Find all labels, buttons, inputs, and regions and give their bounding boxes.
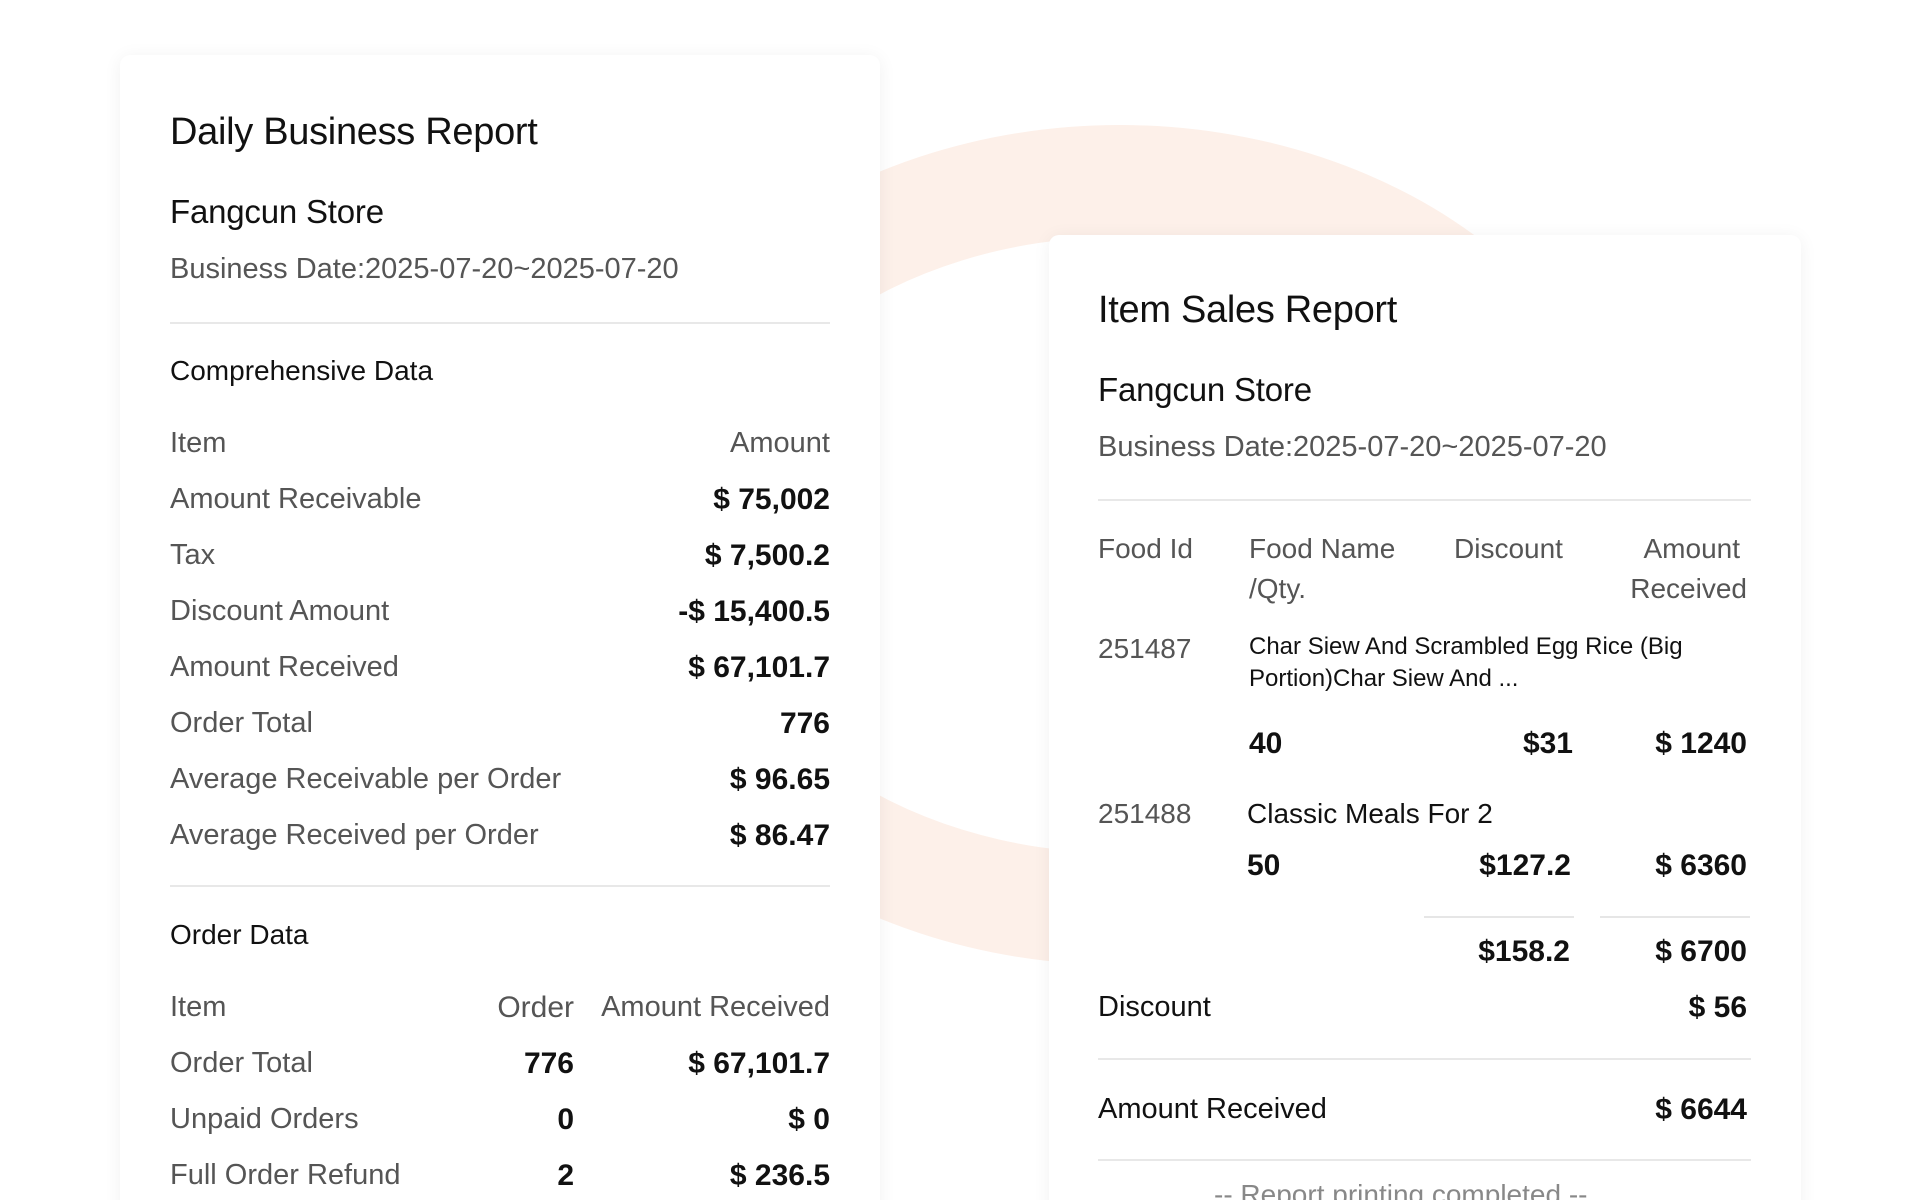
- row-amount: $ 67,101.7: [688, 1047, 830, 1080]
- comprehensive-header-row: Item Amount: [170, 427, 830, 471]
- divider: [1098, 1159, 1751, 1161]
- subtotal-divider: [1424, 916, 1574, 918]
- subtotal-discount: $158.2: [1478, 935, 1570, 968]
- row-value: $ 75,002: [713, 483, 830, 516]
- divider: [170, 885, 830, 887]
- header-amount: Amount: [730, 427, 830, 459]
- table-row: Tax $ 7,500.2: [170, 539, 830, 583]
- daily-business-report-card: Daily Business Report Fangcun Store Busi…: [120, 55, 880, 1200]
- header-amount: Amount: [1643, 533, 1741, 564]
- row-label: Amount Receivable: [170, 483, 422, 515]
- item-qty: 50: [1247, 849, 1281, 882]
- header-food-name: Food Name: [1249, 533, 1396, 564]
- order-header-row: Item Order Amount Received: [170, 991, 830, 1035]
- header-order: Order: [497, 991, 574, 1024]
- report-title: Item Sales Report: [1098, 289, 1398, 331]
- row-value: $ 67,101.7: [688, 651, 830, 684]
- subtotal-amount: $ 6700: [1655, 935, 1747, 968]
- table-row: Full Order Refund 2 $ 236.5: [170, 1159, 830, 1200]
- row-label: Average Received per Order: [170, 819, 539, 851]
- row-value: $ 7,500.2: [704, 539, 830, 572]
- header-discount: Discount: [1454, 533, 1563, 564]
- row-label: Tax: [170, 539, 216, 571]
- subtotal-divider: [1600, 916, 1750, 918]
- section-heading-comprehensive: Comprehensive Data: [170, 355, 434, 386]
- row-label: Unpaid Orders: [170, 1103, 359, 1135]
- item-amount: $ 1240: [1655, 727, 1747, 760]
- header-qty: /Qty.: [1249, 573, 1307, 604]
- business-date: Business Date:2025-07-20~2025-07-20: [170, 253, 679, 285]
- row-value: 776: [779, 707, 830, 740]
- header-food-id: Food Id: [1098, 533, 1193, 564]
- item-discount: $31: [1522, 727, 1573, 760]
- header-amount-received: Amount Received: [601, 991, 830, 1023]
- amount-received-value: $ 6644: [1655, 1093, 1747, 1126]
- item-discount: $127.2: [1479, 849, 1571, 882]
- header-received: Received: [1630, 573, 1747, 604]
- row-value: $ 86.47: [729, 819, 830, 852]
- divider: [1098, 499, 1751, 501]
- row-value: $ 96.65: [729, 763, 830, 796]
- report-title: Daily Business Report: [170, 111, 538, 153]
- item-amount: $ 6360: [1655, 849, 1747, 882]
- row-label: Order Total: [170, 707, 313, 739]
- table-row: Unpaid Orders 0 $ 0: [170, 1103, 830, 1147]
- section-heading-order-data: Order Data: [170, 919, 309, 950]
- item-food-id: 251488: [1098, 798, 1192, 829]
- item-qty: 40: [1249, 727, 1283, 760]
- row-order: 2: [557, 1159, 574, 1192]
- store-name: Fangcun Store: [1098, 371, 1312, 408]
- row-label: Discount Amount: [170, 595, 390, 627]
- amount-received-label: Amount Received: [1098, 1093, 1327, 1125]
- table-row: Average Receivable per Order $ 96.65: [170, 763, 830, 807]
- row-label: Average Receivable per Order: [170, 763, 562, 795]
- table-row: Amount Receivable $ 75,002: [170, 483, 830, 527]
- discount-label: Discount: [1098, 991, 1211, 1023]
- divider: [1098, 1058, 1751, 1060]
- item-sales-report-card: Item Sales Report Fangcun Store Business…: [1049, 235, 1801, 1200]
- row-label: Order Total: [170, 1047, 313, 1079]
- divider: [170, 322, 830, 324]
- item-food-name: Char Siew And Scrambled Egg Rice (Big Po…: [1249, 633, 1683, 692]
- row-amount: $ 236.5: [729, 1159, 830, 1192]
- row-label: Full Order Refund: [170, 1159, 401, 1191]
- report-footer: -- Report printing completed --: [1214, 1179, 1588, 1200]
- table-row: Discount Amount -$ 15,400.5: [170, 595, 830, 639]
- row-order: 0: [557, 1103, 574, 1136]
- header-item: Item: [170, 427, 227, 459]
- row-label: Amount Received: [170, 651, 399, 683]
- store-name: Fangcun Store: [170, 193, 384, 230]
- table-row: Order Total 776: [170, 707, 830, 751]
- row-value: -$ 15,400.5: [678, 595, 830, 628]
- header-item: Item: [170, 991, 227, 1023]
- table-row: Order Total 776 $ 67,101.7: [170, 1047, 830, 1091]
- item-food-name: Classic Meals For 2: [1247, 798, 1493, 829]
- row-amount: $ 0: [788, 1103, 830, 1136]
- business-date: Business Date:2025-07-20~2025-07-20: [1098, 431, 1607, 463]
- item-food-id: 251487: [1098, 633, 1192, 664]
- table-row: Amount Received $ 67,101.7: [170, 651, 830, 695]
- discount-value: $ 56: [1688, 991, 1747, 1024]
- row-order: 776: [523, 1047, 574, 1080]
- table-row: Average Received per Order $ 86.47: [170, 819, 830, 863]
